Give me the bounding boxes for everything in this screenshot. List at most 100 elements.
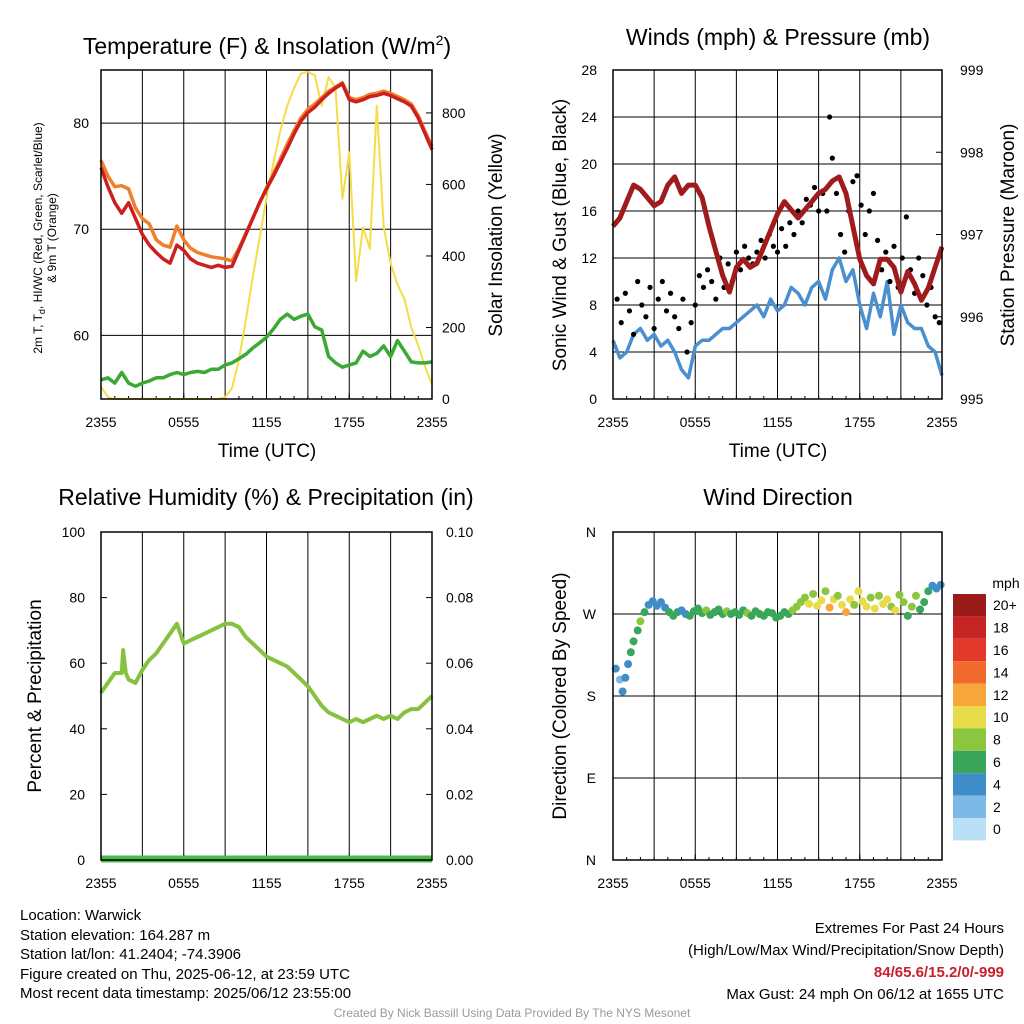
humidity-plot-area: 2355 0555 1155 1755 23550204060801000.000.02… (62, 524, 474, 891)
speed-legend-swatch (953, 616, 986, 639)
gust-point (874, 237, 881, 243)
direction-point (813, 601, 822, 610)
extremes-summary: Extremes For Past 24 Hours (High/Low/Max… (688, 918, 1004, 1006)
direction-point (870, 604, 879, 613)
gust-point (659, 278, 665, 285)
humidity-panel-title: Relative Humidity (%) & Precipitation (i… (58, 484, 473, 510)
gust-point (779, 226, 785, 232)
speed-legend-label: 2 (993, 799, 1001, 815)
direction-point (903, 611, 912, 620)
y-tick-label: 8 (589, 297, 597, 313)
gust-point (614, 296, 620, 302)
wind-panel-title: Winds (mph) & Pressure (mb) (626, 24, 930, 50)
speed-legend-title: mph (992, 575, 1019, 591)
gust-point (824, 208, 830, 214)
gust-point (700, 284, 707, 290)
direction-point (640, 608, 649, 617)
gust-point (795, 208, 801, 214)
gust-point (850, 179, 856, 185)
gust-point (704, 267, 711, 273)
direction-point (809, 589, 818, 598)
y-tick-label: 20 (581, 156, 597, 172)
gust-point (891, 243, 897, 249)
direction-point (624, 660, 633, 669)
direction-point (825, 603, 834, 612)
gust-point (826, 114, 833, 120)
direction-point (916, 605, 925, 614)
gust-point (696, 273, 702, 279)
speed-legend-swatch (953, 661, 986, 684)
y2-tick-label: 0 (442, 391, 450, 407)
speed-legend-label: 12 (993, 687, 1009, 703)
gust-point (783, 243, 789, 249)
direction-point (874, 591, 883, 600)
x-tick-label: 1155 (762, 875, 792, 891)
speed-legend-label: 18 (993, 620, 1009, 636)
direction-point (846, 595, 855, 604)
x-tick-label: 0555 (680, 414, 711, 430)
gust-point (680, 296, 686, 302)
station-elevation: Station elevation: 164.287 m (20, 926, 211, 944)
gust-point (811, 184, 818, 191)
direction-point (656, 598, 665, 607)
gust-point (866, 208, 872, 214)
direction-point (842, 608, 851, 617)
x-tick-label: 1155 (762, 414, 792, 430)
x-tick-label: 2355 (926, 875, 957, 891)
speed-legend-swatch (953, 773, 986, 796)
gust-point (842, 249, 848, 255)
gust-point (758, 237, 764, 243)
x-tick-label: 0555 (168, 875, 199, 891)
direction-point (805, 599, 814, 608)
y2-tick-label: 999 (960, 62, 984, 78)
humidity-panel: Relative Humidity (%) & Precipitation (i… (25, 484, 474, 891)
y-tick-label: 0 (589, 391, 597, 407)
y2-tick-label: 998 (960, 144, 984, 160)
speed-legend-label: 20+ (993, 597, 1017, 613)
direction-point (850, 600, 859, 609)
direction-point (800, 593, 809, 602)
gust-point (887, 278, 893, 285)
max-gust: Max Gust: 24 mph On 06/12 at 1655 UTC (726, 986, 1004, 1003)
direction-point (899, 598, 908, 607)
direction-point (862, 602, 871, 611)
direction-point (833, 591, 842, 600)
gust-point (854, 173, 860, 179)
direction-point (629, 637, 638, 646)
extremes-fields: (High/Low/Max Wind/Precipitation/Snow De… (688, 942, 1004, 959)
y-tick-label: 100 (62, 524, 86, 540)
plot-border (612, 69, 943, 400)
gust-point (663, 308, 670, 314)
series-line-station-pressure (611, 174, 945, 303)
x-tick-label: 2355 (926, 414, 957, 430)
gust-point (655, 296, 661, 302)
y-tick-label: 40 (69, 721, 85, 737)
x-tick-label: 0555 (168, 414, 199, 430)
x-tick-label: 2355 (597, 414, 628, 430)
humidity-y-axis-label: Percent & Precipitation (25, 599, 46, 792)
speed-legend: mph 20+ 18 16 14 12 10 8 6 4 2 0 (953, 575, 1020, 841)
gust-point (635, 278, 641, 285)
y-tick-label: S (587, 688, 596, 704)
speed-legend-label: 6 (993, 754, 1001, 770)
gust-point (774, 249, 781, 255)
gust-point (837, 231, 844, 238)
direction-point (636, 617, 645, 626)
direction-y-axis-label: Direction (Colored By Speed) (550, 572, 571, 819)
y-tick-label: 12 (581, 250, 597, 266)
series-line-td (100, 312, 433, 389)
speed-legend-label: 14 (993, 664, 1009, 680)
direction-point (891, 606, 900, 615)
x-tick-label: 1755 (844, 875, 875, 891)
series-line-2m-t (99, 82, 434, 270)
gust-point (770, 243, 776, 249)
direction-point (920, 598, 929, 607)
plot-border (100, 69, 433, 400)
gust-point (899, 255, 905, 261)
direction-point (895, 590, 904, 599)
gust-point (754, 249, 760, 255)
gust-point (870, 190, 877, 196)
x-tick-label: 0555 (680, 875, 711, 891)
